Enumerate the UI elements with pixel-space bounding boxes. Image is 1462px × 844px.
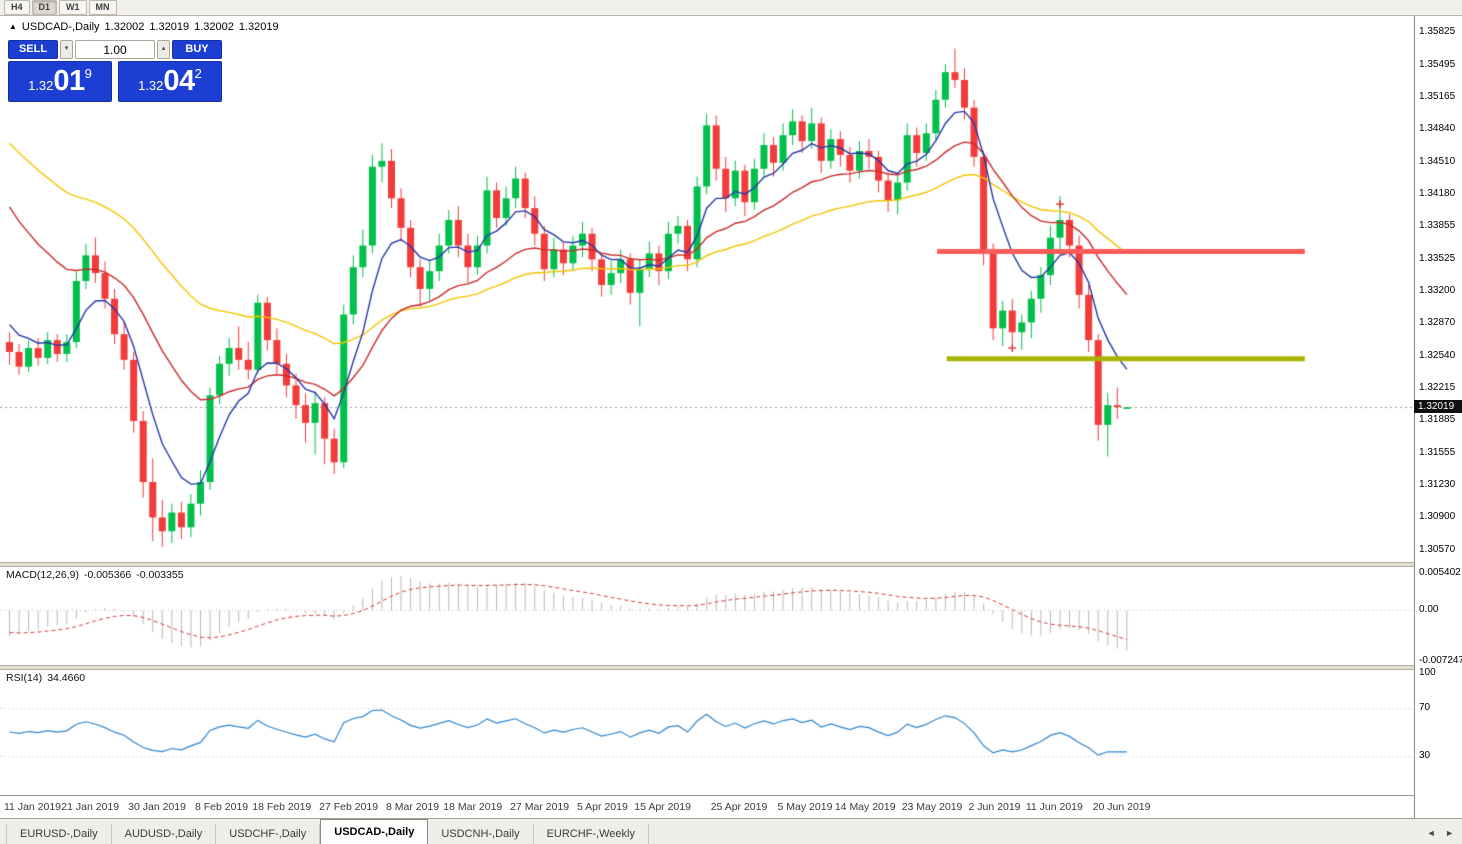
quote-low: 1.32002 [194, 21, 234, 33]
date-axis-label: 27 Feb 2019 [319, 801, 379, 813]
date-axis-label: 11 Jan 2019 [4, 801, 62, 813]
date-axis-label: 27 Mar 2019 [510, 801, 570, 813]
tab-scroll-right-icon[interactable]: ► [1445, 828, 1454, 838]
price-axis-label: 1.32540 [1419, 349, 1456, 361]
price-axis-label: 1.35495 [1419, 58, 1456, 70]
sell-price-button[interactable]: 1.32019 [8, 61, 112, 102]
macd-signal-value: -0.003355 [136, 569, 184, 581]
rsi-axis-label: 70 [1419, 702, 1431, 714]
macd-axis-label: 0.00 [1419, 604, 1439, 616]
date-axis-label: 8 Mar 2019 [386, 801, 440, 813]
timeframe-toolbar: H4 D1 W1 MN [0, 0, 1462, 16]
price-axis-label: 1.30900 [1419, 511, 1456, 523]
volume-input[interactable] [75, 40, 155, 59]
chart-tab-usdchf-daily[interactable]: USDCHF-,Daily [216, 824, 321, 844]
price-axis-label: 1.33200 [1419, 284, 1456, 296]
macd-main-value: -0.005366 [83, 569, 132, 581]
date-axis-label: 30 Jan 2019 [128, 801, 186, 813]
quote-close: 1.32019 [238, 21, 279, 33]
panel-separator[interactable] [0, 665, 1462, 670]
timeframe-button-w1[interactable]: W1 [59, 0, 87, 15]
timeframe-buttons: H4 D1 W1 MN [4, 0, 117, 15]
one-click-trading-panel: SELL ▾ ▴ BUY 1.32019 1.32042 [8, 40, 222, 102]
price-axis-label: 1.31555 [1419, 446, 1456, 458]
timeframe-button-d1[interactable]: D1 [31, 0, 58, 15]
buy-button[interactable]: BUY [172, 40, 222, 59]
price-axis-label: 1.33855 [1419, 220, 1456, 232]
rsi-indicator-label: RSI(14) 34.4660 [6, 672, 90, 684]
price-chart-canvas[interactable] [0, 16, 1414, 795]
date-axis-label: 18 Mar 2019 [443, 801, 503, 813]
macd-axis-label: 0.005402 [1419, 567, 1461, 578]
buy-price-prefix: 1.32 [138, 78, 164, 93]
date-axis-label: 5 Apr 2019 [577, 801, 628, 813]
chart-tab-eurchf-weekly[interactable]: EURCHF-,Weekly [534, 824, 649, 844]
sell-price-prefix: 1.32 [28, 78, 54, 93]
macd-indicator-label: MACD(12,26,9) -0.005366 -0.003355 [6, 569, 189, 581]
panel-separator[interactable] [0, 562, 1462, 567]
quote-high: 1.32019 [149, 21, 190, 33]
quote-direction-up-icon: ▲ [9, 22, 17, 31]
current-price-tag: 1.32019 [1414, 400, 1462, 414]
date-axis-label: 20 Jun 2019 [1092, 801, 1151, 813]
date-axis-label: 23 May 2019 [901, 801, 963, 813]
macd-axis-label: -0.007247 [1419, 655, 1462, 666]
chart-symbol-period: USDCAD-,Daily [21, 21, 100, 33]
price-axis-label: 1.32870 [1419, 317, 1456, 329]
sell-price-big-digits: 01 [53, 65, 85, 97]
rsi-name: RSI(14) [6, 672, 43, 684]
volume-decrement-icon[interactable]: ▾ [60, 40, 73, 59]
quote-header: ▲ USDCAD-,Daily 1.32002 1.32019 1.32002 1.320… [9, 21, 284, 33]
date-axis-label: 8 Feb 2019 [195, 801, 249, 813]
price-axis[interactable]: 1.35825 1.35495 1.35165 1.34840 1.34510 1.341… [1414, 16, 1462, 818]
chart-tab-audusd-daily[interactable]: AUDUSD-,Daily [112, 824, 217, 844]
chart-tab-usdcad-daily[interactable]: USDCAD-,Daily [320, 819, 429, 844]
chart-tabs: EURUSD-,Daily AUDUSD-,Daily USDCHF-,Daily U… [0, 819, 1462, 844]
timeframe-button-mn[interactable]: MN [88, 0, 117, 15]
chart-tab-eurusd-daily[interactable]: EURUSD-,Daily [6, 824, 112, 844]
rsi-value: 34.4660 [47, 672, 86, 684]
price-axis-label: 1.35165 [1419, 91, 1456, 103]
buy-price-button[interactable]: 1.32042 [118, 61, 222, 102]
tab-scroll-buttons: ◄ ► [1420, 828, 1454, 838]
date-axis-label: 2 Jun 2019 [968, 801, 1021, 813]
date-axis-label: 21 Jan 2019 [61, 801, 120, 813]
rsi-axis-label: 30 [1419, 749, 1431, 761]
chart-tab-usdcnh-daily[interactable]: USDCNH-,Daily [428, 824, 534, 844]
timeframe-button-h4[interactable]: H4 [4, 0, 30, 15]
date-axis-label: 14 May 2019 [834, 801, 896, 813]
price-axis-label: 1.35825 [1419, 26, 1456, 38]
volume-increment-icon[interactable]: ▴ [157, 40, 170, 59]
chart-tab-bar: EURUSD-,Daily AUDUSD-,Daily USDCHF-,Daily U… [0, 818, 1462, 844]
price-axis-label: 1.32215 [1419, 381, 1456, 393]
date-axis-label: 11 Jun 2019 [1025, 801, 1083, 813]
sell-button[interactable]: SELL [8, 40, 58, 59]
price-axis-label: 1.31885 [1419, 414, 1456, 426]
price-axis-label: 1.30570 [1419, 543, 1456, 555]
date-axis-label: 15 Apr 2019 [634, 801, 691, 813]
time-axis[interactable]: 11 Jan 2019 21 Jan 2019 30 Jan 2019 8 Feb 2… [0, 795, 1414, 818]
quote-open: 1.32002 [104, 21, 145, 33]
price-axis-label: 1.31230 [1419, 478, 1456, 490]
macd-name: MACD(12,26,9) [6, 569, 79, 581]
date-axis-label: 18 Feb 2019 [252, 801, 312, 813]
date-axis-label: 5 May 2019 [777, 801, 833, 813]
buy-price-pipette: 2 [194, 66, 202, 81]
rsi-axis-label: 100 [1419, 667, 1436, 678]
price-axis-label: 1.33525 [1419, 252, 1456, 264]
buy-price-big-digits: 04 [163, 65, 195, 97]
sell-price-pipette: 9 [84, 66, 92, 81]
price-axis-label: 1.34510 [1419, 155, 1456, 167]
price-axis-label: 1.34180 [1419, 188, 1456, 200]
date-axis-label: 25 Apr 2019 [710, 801, 768, 813]
price-axis-label: 1.34840 [1419, 123, 1456, 135]
tab-scroll-left-icon[interactable]: ◄ [1426, 828, 1436, 838]
